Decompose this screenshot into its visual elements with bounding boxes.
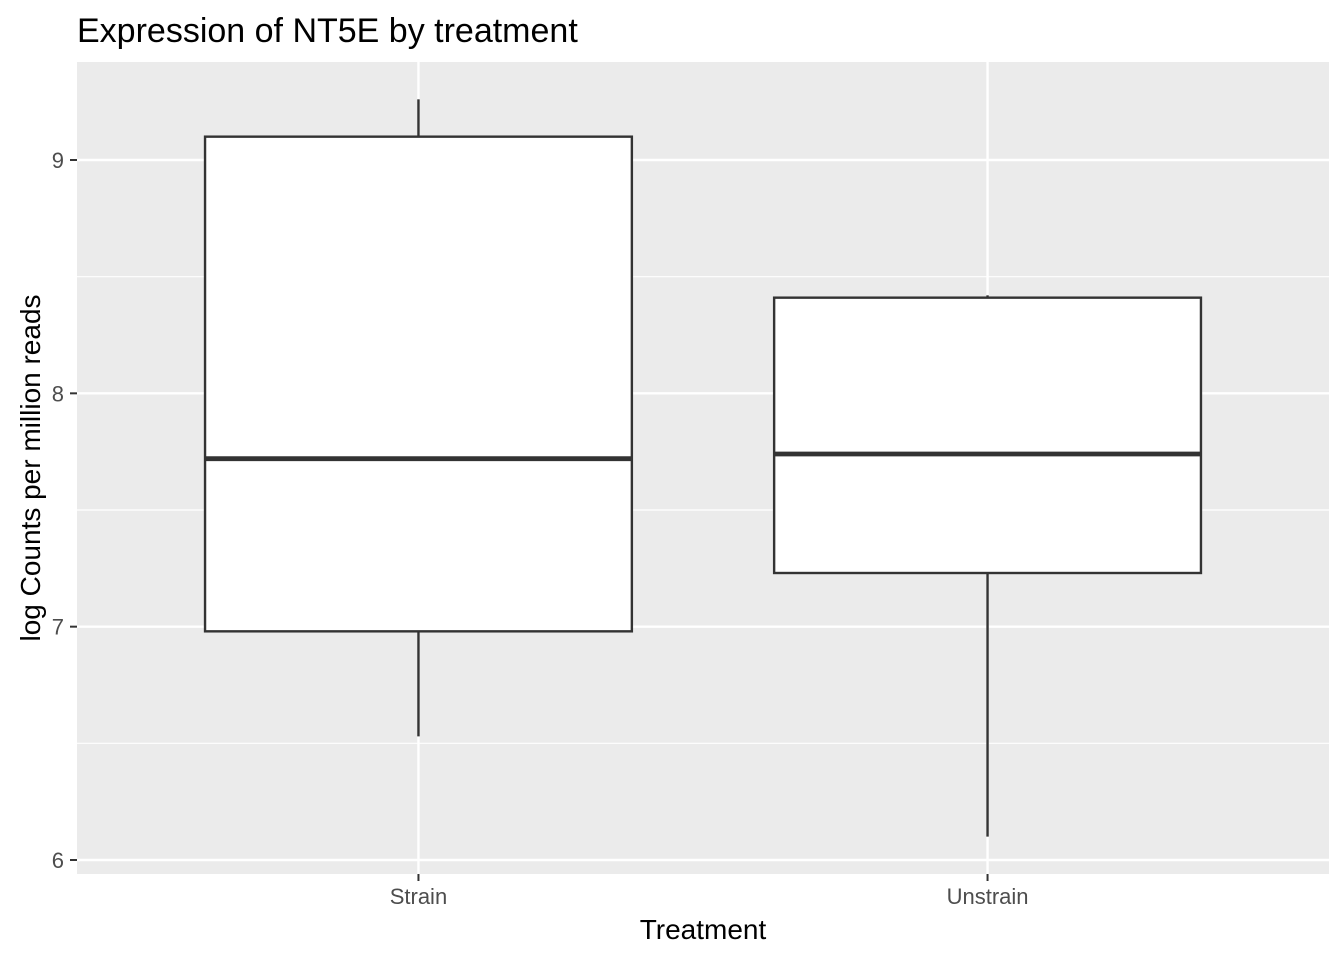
y-tick-label: 9 (52, 148, 64, 173)
chart-title: Expression of NT5E by treatment (77, 12, 578, 50)
x-tick-label: Strain (390, 884, 447, 909)
box-unstrain (772, 295, 1203, 837)
y-axis-title: log Counts per million reads (15, 294, 46, 641)
box-strain (203, 99, 634, 737)
y-tick-label: 8 (52, 381, 64, 406)
y-tick-label: 7 (52, 615, 64, 640)
x-tick-label: Unstrain (947, 884, 1029, 909)
boxes (203, 99, 1203, 837)
x-axis: Strain Unstrain (390, 874, 1029, 909)
box-iqr (203, 135, 634, 633)
box-iqr (772, 296, 1203, 575)
x-axis-title: Treatment (640, 914, 767, 945)
y-tick-label: 6 (52, 848, 64, 873)
y-axis: 6 7 8 9 (52, 148, 77, 873)
